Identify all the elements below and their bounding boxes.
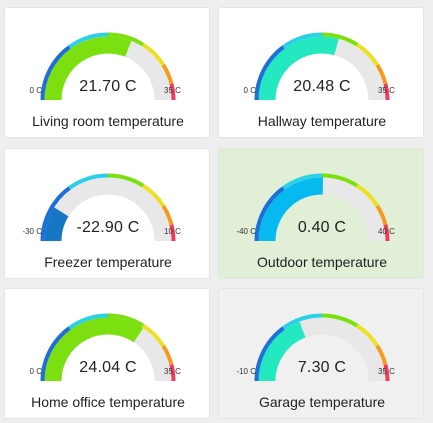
gauge-fill [44, 317, 144, 382]
gauge-value: 0.40 C [297, 219, 347, 236]
gauge-fill [258, 321, 306, 382]
gauge-severity-segment [383, 364, 390, 382]
gauge-dial [254, 32, 390, 101]
gauge-severity-segment [321, 32, 359, 47]
gauge-severity-segment [375, 63, 388, 85]
gauge-severity-segment [254, 186, 285, 242]
gauge-min-label: -40 C [236, 227, 256, 236]
gauge-severity-segment [254, 326, 285, 382]
gauge-severity-segment [107, 173, 145, 188]
gauge-dial [254, 173, 390, 242]
gauge-severity-segment [375, 204, 388, 226]
gauge-dial [40, 313, 176, 382]
gauge-severity-segment [68, 173, 109, 190]
gauge-severity-segment [141, 43, 165, 67]
gauge-card-hallway[interactable]: 0 C 20.48 C 35 C Hallway temperature [218, 7, 424, 138]
gauge-severity-segment [383, 224, 390, 242]
gauge-severity-segment [375, 344, 388, 366]
gauge-min-label: -30 C [22, 227, 42, 236]
gauge-card-living-room[interactable]: 0 C 21.70 C 35 C Living room temperature [4, 7, 210, 138]
gauge-fill [258, 36, 339, 101]
gauge-min-label: 0 C [29, 86, 42, 95]
gauge-title: Home office temperature [31, 394, 185, 410]
gauge-fill [258, 177, 324, 242]
gauge-dial [40, 32, 176, 101]
gauge-fill [44, 36, 132, 101]
gauge-title: Freezer temperature [44, 254, 172, 270]
gauge-severity-segment [40, 186, 71, 242]
gauge-max-label: 35 C [164, 86, 181, 95]
gauge-severity-segment [107, 313, 145, 328]
gauge-card-freezer[interactable]: -30 C -22.90 C 10 C Freezer temperature [4, 148, 210, 279]
gauge-value: 20.48 C [293, 78, 351, 95]
gauge-severity-segment [169, 83, 176, 101]
gauge-title: Outdoor temperature [257, 254, 387, 270]
gauge-severity-segment [355, 324, 379, 348]
gauge-title: Living room temperature [32, 113, 184, 129]
gauge-severity-segment [40, 45, 71, 101]
gauge-value: 24.04 C [79, 359, 137, 376]
gauge-min-label: 0 C [243, 86, 256, 95]
gauge-max-label: 35 C [164, 367, 181, 376]
gauge-value: -22.90 C [76, 219, 140, 236]
gauge-value: 21.70 C [79, 78, 137, 95]
gauge-severity-segment [282, 313, 323, 330]
gauge-severity-segment [169, 224, 176, 242]
gauge-severity-segment [40, 326, 71, 382]
gauge-severity-segment [282, 32, 323, 49]
gauge-title: Hallway temperature [257, 113, 387, 129]
gauge-severity-segment [141, 324, 165, 348]
gauge-max-label: 40 C [378, 227, 395, 236]
gauge-dial [254, 313, 390, 382]
gauge-severity-segment [68, 32, 109, 49]
gauge-fill [44, 207, 69, 242]
gauge-severity-segment [169, 364, 176, 382]
gauge-max-label: 35 C [378, 367, 395, 376]
gauge-max-label: 35 C [378, 86, 395, 95]
gauge-severity-segment [355, 43, 379, 67]
gauge-severity-segment [321, 173, 359, 188]
gauge-severity-segment [355, 184, 379, 208]
gauge-dial [40, 173, 176, 242]
gauge-severity-segment [383, 83, 390, 101]
gauge-severity-segment [254, 45, 285, 101]
gauge-card-garage[interactable]: -10 C 7.30 C 35 C Garage temperature [218, 288, 424, 419]
gauge-severity-segment [107, 32, 145, 47]
gauge-severity-segment [68, 313, 109, 330]
gauge-min-label: 0 C [29, 367, 42, 376]
gauge-title: Garage temperature [258, 394, 386, 410]
gauge-card-home-office[interactable]: 0 C 24.04 C 35 C Home office temperature [4, 288, 210, 419]
gauge-card-outdoor[interactable]: -40 C 0.40 C 40 C Outdoor temperature [218, 148, 424, 279]
gauge-severity-segment [161, 63, 174, 85]
gauge-severity-segment [161, 204, 174, 226]
gauge-value: 7.30 C [297, 359, 347, 376]
gauge-severity-segment [321, 313, 359, 328]
gauge-max-label: 10 C [164, 227, 181, 236]
gauge-severity-segment [161, 344, 174, 366]
gauge-severity-segment [141, 184, 165, 208]
gauge-severity-segment [282, 173, 323, 190]
gauge-min-label: -10 C [236, 367, 256, 376]
